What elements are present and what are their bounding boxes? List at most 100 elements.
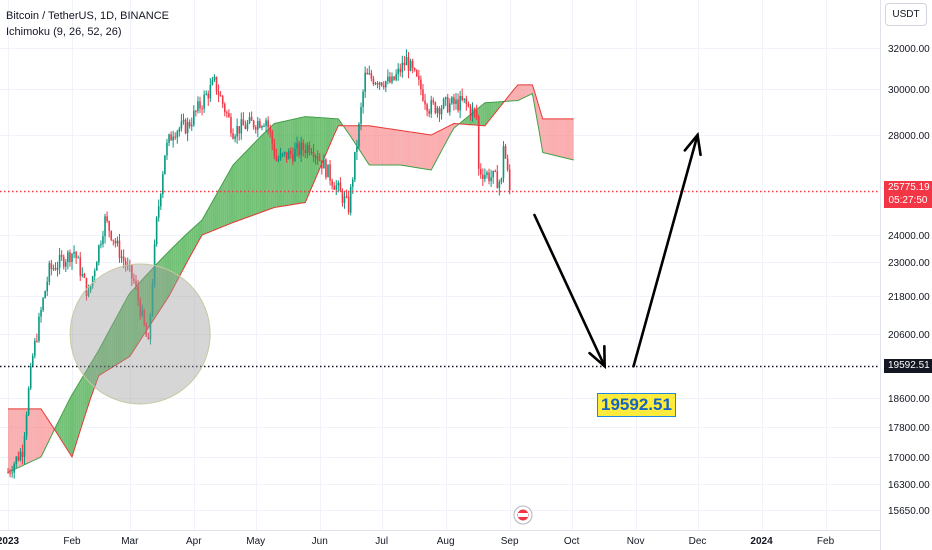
candle-body — [294, 148, 296, 162]
cloud-bull-segment — [323, 117, 326, 159]
cloud-bull-segment — [305, 116, 308, 203]
candle-body — [422, 89, 424, 101]
cloud-bear-segment — [12, 408, 15, 471]
candle-body — [486, 172, 488, 176]
candle-body — [345, 196, 348, 198]
candle-body — [405, 56, 408, 66]
candle-body — [149, 314, 152, 340]
cloud-bear-segment — [34, 408, 37, 460]
candle-body — [444, 97, 447, 100]
candle-body — [368, 73, 371, 75]
candle-body — [75, 251, 77, 258]
cloud-bull-segment — [94, 353, 97, 387]
candle-body — [195, 110, 197, 112]
cloud-bear-segment — [38, 408, 42, 458]
candle-body — [240, 119, 243, 134]
cloud-bull-segment — [301, 117, 304, 204]
candle-body — [488, 172, 490, 182]
candle-body — [193, 110, 195, 125]
candle-body — [85, 277, 88, 297]
cloud-bull-segment — [193, 225, 196, 250]
cloud-bear-segment — [522, 84, 525, 99]
currency-button[interactable]: USDT — [885, 3, 927, 26]
candle-body — [449, 103, 451, 113]
candle-body — [207, 93, 210, 99]
candle-body — [13, 463, 15, 473]
symbol-title[interactable]: Bitcoin / TetherUS, 1D, BINANCE — [6, 10, 170, 22]
candle-body — [131, 265, 133, 279]
cloud-bull-segment — [131, 288, 134, 354]
candle-body — [221, 96, 224, 105]
candle-body — [159, 194, 162, 207]
cloud-bear-segment — [550, 118, 554, 155]
candle-body — [257, 121, 259, 130]
cloud-bull-segment — [158, 259, 161, 312]
candle-body — [60, 254, 63, 257]
candle-body — [453, 97, 455, 104]
candle-body — [170, 134, 172, 141]
candle-body — [401, 62, 404, 73]
cloud-bull-segment — [200, 220, 203, 239]
candle-body — [298, 143, 300, 155]
candle-body — [304, 150, 307, 154]
candle-body — [263, 125, 265, 127]
candle-body — [312, 152, 315, 157]
cloud-bear-segment — [45, 415, 48, 449]
cloud-bear-segment — [429, 134, 432, 170]
candle-body — [362, 91, 364, 108]
candle-body — [147, 336, 150, 340]
candle-body — [269, 127, 271, 132]
time-tick-label: May — [246, 536, 265, 547]
candle-body — [197, 101, 199, 111]
cloud-bull-segment — [319, 117, 322, 169]
candle-body — [95, 262, 98, 271]
cloud-bull-segment — [109, 327, 112, 370]
annotation-price-label[interactable]: 19592.51 — [597, 393, 676, 417]
cloud-bull-segment — [290, 119, 293, 205]
cloud-bull-segment — [286, 120, 289, 206]
candle-body — [56, 267, 59, 270]
cloud-bull-segment — [249, 145, 252, 217]
candle-body — [73, 251, 75, 254]
cloud-bear-segment — [32, 408, 35, 461]
candle-body — [290, 150, 292, 154]
cloud-bull-segment — [102, 338, 106, 374]
candle-body — [494, 170, 497, 172]
cloud-bear-segment — [8, 408, 11, 473]
candle-body — [442, 99, 445, 109]
cloud-bear-segment — [49, 421, 52, 440]
candle-body — [271, 131, 274, 144]
cloud-bull-segment — [202, 216, 205, 235]
cloud-bear-segment — [555, 118, 558, 156]
candle-body — [102, 236, 104, 245]
cloud-bull-segment — [88, 363, 91, 405]
cloud-bear-segment — [400, 130, 403, 166]
indicator-label[interactable]: Ichimoku (9, 26, 52, 26) — [6, 26, 122, 38]
cloud-bull-segment — [181, 237, 184, 273]
cloud-bull-segment — [115, 315, 118, 366]
candle-body — [228, 113, 230, 118]
candle-body — [40, 310, 42, 317]
cloud-bear-segment — [28, 408, 31, 463]
candle-body — [252, 120, 255, 128]
candle-body — [19, 451, 22, 461]
cloud-bull-segment — [82, 374, 85, 424]
cloud-bull-segment — [282, 121, 285, 207]
cloud-bull-segment — [169, 249, 172, 296]
price-tick-label: 23000.00 — [888, 258, 930, 269]
candle-body — [413, 68, 416, 71]
cloud-bull-segment — [241, 154, 244, 220]
candle-body — [376, 83, 379, 85]
candle-body — [199, 101, 201, 109]
cloud-bear-segment — [373, 126, 376, 165]
candle-body — [360, 107, 362, 124]
event-icon[interactable] — [513, 505, 533, 525]
candle-body — [339, 182, 342, 191]
cloud-bull-segment — [222, 179, 225, 227]
candle-body — [42, 298, 44, 311]
countdown-timer: 05:27:50 — [888, 195, 928, 206]
cloud-bull-segment — [191, 227, 194, 254]
cloud-bull-segment — [311, 117, 314, 188]
candle-body — [292, 153, 294, 162]
